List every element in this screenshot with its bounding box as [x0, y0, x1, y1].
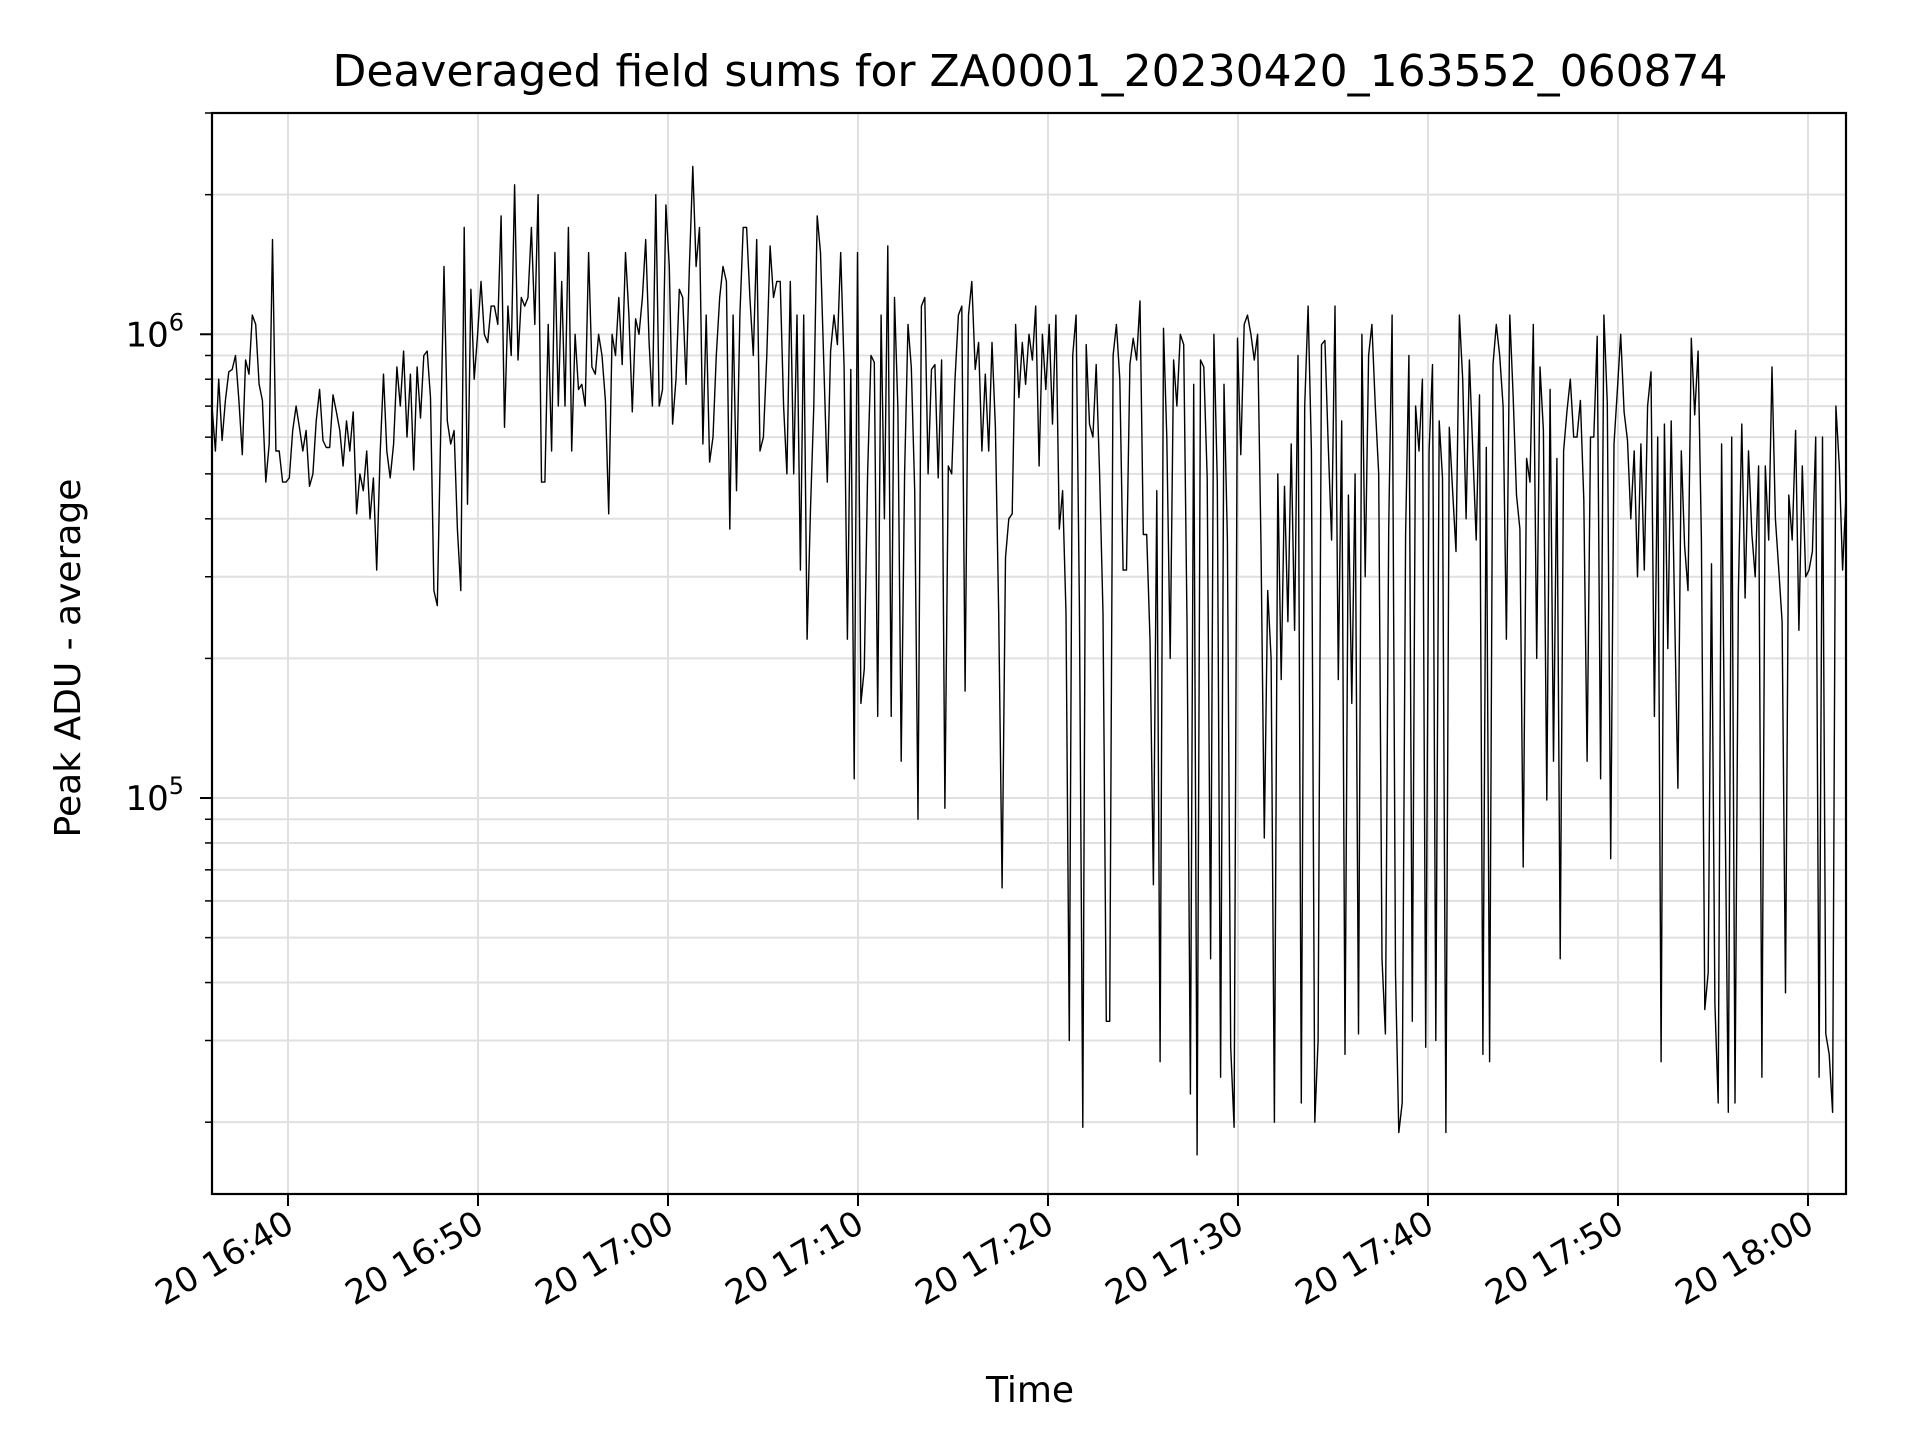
y-tick-exponent: 5	[169, 772, 184, 800]
y-axis-label: Peak ADU - average	[48, 479, 89, 838]
y-tick-base: 10	[125, 315, 168, 355]
plot-area-frame	[210, 111, 1848, 1196]
y-tick-label: 106	[125, 308, 184, 355]
x-axis-label: Time	[985, 1370, 1074, 1411]
y-tick-exponent: 6	[169, 308, 184, 336]
chart-title: Deaveraged field sums for ZA0001_2023042…	[332, 46, 1727, 97]
series-line	[211, 165, 1847, 1156]
y-tick-base: 10	[125, 779, 168, 819]
y-tick-label: 105	[125, 772, 184, 819]
